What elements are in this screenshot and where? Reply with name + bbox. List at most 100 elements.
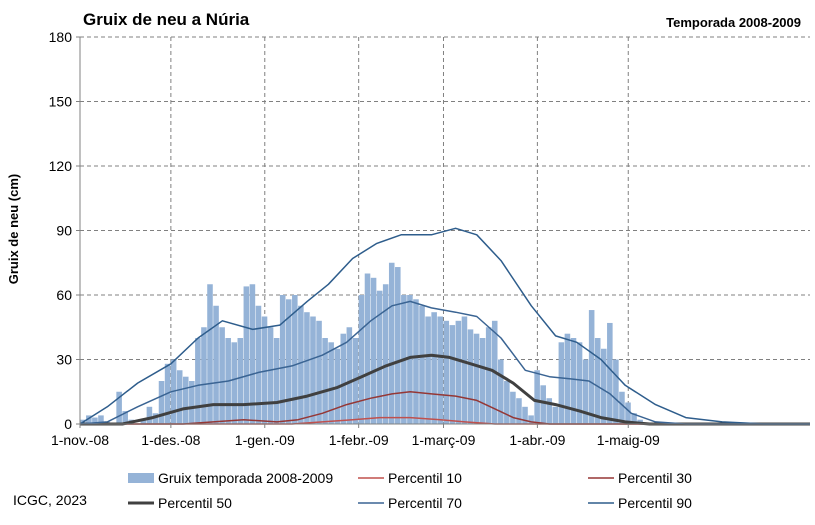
x-tick-label: 1-febr.-09 (329, 432, 389, 448)
data-bar (116, 391, 122, 424)
data-bar (182, 376, 189, 424)
chart-title: Gruix de neu a Núria (83, 10, 250, 29)
x-tick-label: 1-maig-09 (597, 432, 660, 448)
data-bar (455, 320, 462, 424)
y-tick-label: 60 (56, 287, 72, 303)
data-bar (467, 329, 474, 424)
legend-label: Percentil 30 (618, 470, 692, 486)
bar-series (80, 262, 643, 424)
legend-label: Gruix temporada 2008-2009 (158, 470, 333, 486)
y-tick-label: 120 (49, 158, 73, 174)
y-tick-label: 30 (56, 352, 72, 368)
source-note: ICGC, 2023 (13, 492, 87, 508)
legend-swatch-bars (128, 473, 154, 483)
data-bar (498, 359, 504, 424)
data-bar (146, 406, 153, 424)
y-tick-label: 150 (49, 94, 73, 110)
percentile-line (79, 227, 810, 425)
y-tick-label: 180 (49, 29, 73, 45)
data-bar (631, 413, 637, 424)
data-bar (594, 338, 601, 424)
data-bar (552, 406, 559, 424)
data-bar (388, 262, 395, 424)
data-bar (504, 381, 510, 424)
data-bar (619, 391, 625, 424)
data-bar (92, 417, 98, 424)
data-bar (425, 316, 431, 424)
data-bar (285, 299, 292, 424)
data-bar (382, 284, 389, 424)
data-bar (249, 284, 256, 424)
y-tick-label: 90 (56, 223, 72, 239)
percentile-line (80, 416, 810, 425)
data-bar (261, 316, 268, 424)
data-bar (419, 305, 425, 424)
data-bar (316, 320, 322, 424)
data-bar (479, 338, 486, 424)
data-bar (576, 342, 583, 424)
data-bar (522, 406, 528, 424)
data-bar (431, 312, 437, 424)
x-tick-label: 1-nov.-08 (51, 432, 109, 448)
y-tick-labels: 0 30 60 90 120 150 180 (49, 29, 73, 432)
data-bar (510, 391, 516, 424)
data-bar (473, 333, 480, 424)
data-bar (540, 385, 546, 424)
legend-label: Percentil 70 (388, 495, 462, 511)
legend-label: Percentil 90 (618, 495, 692, 511)
data-bar (86, 415, 92, 424)
x-tick-labels: 1-nov.-08 1-des.-08 1-gen.-09 1-febr.-09 1-m… (51, 432, 660, 448)
y-tick-label: 0 (64, 416, 72, 432)
percentile-line (80, 391, 810, 425)
percentile-lines (79, 227, 810, 426)
data-bar (231, 342, 238, 424)
data-bar (358, 295, 365, 424)
data-bar (370, 277, 377, 424)
data-bar (516, 398, 522, 424)
legend: Gruix temporada 2008-2009 Percentil 10 Per… (128, 470, 692, 511)
data-bar (122, 411, 128, 424)
data-bar (600, 348, 607, 424)
x-tick-label: 1-gen.-09 (235, 432, 295, 448)
data-bar (279, 295, 286, 424)
x-tick-label: 1-des.-08 (141, 432, 200, 448)
data-bar (310, 316, 316, 424)
data-bar (485, 327, 492, 424)
data-bar (328, 342, 334, 424)
data-bar (201, 327, 207, 424)
data-bar (273, 338, 280, 424)
data-bar (461, 316, 468, 424)
data-bar (158, 381, 165, 424)
data-bar (189, 381, 195, 424)
data-bar (322, 338, 328, 424)
data-bar (243, 286, 250, 424)
data-bar (298, 305, 304, 424)
data-bar (625, 402, 631, 424)
data-bar (176, 370, 183, 424)
data-bar (443, 320, 450, 424)
data-bar (449, 325, 456, 424)
axes (76, 36, 810, 428)
data-bar (195, 338, 201, 424)
data-bar (534, 370, 540, 424)
data-bar (546, 398, 553, 424)
data-bar (588, 310, 595, 424)
chart-subtitle: Temporada 2008-2009 (666, 15, 801, 30)
data-bar (607, 322, 613, 424)
legend-label: Percentil 50 (158, 495, 232, 511)
data-bar (292, 295, 298, 424)
legend-label: Percentil 10 (388, 470, 462, 486)
x-tick-label: 1-març-09 (412, 432, 476, 448)
data-bar (613, 359, 619, 424)
data-bar (98, 415, 104, 424)
data-bar (304, 312, 310, 424)
y-axis-label: Gruix de neu (cm) (6, 174, 21, 285)
data-bar (413, 299, 419, 424)
data-bar (255, 305, 262, 424)
data-bar (570, 338, 577, 424)
data-bar (558, 342, 565, 424)
data-bar (407, 295, 413, 424)
data-bar (346, 327, 353, 424)
percentile-line (80, 353, 810, 426)
data-bar (437, 316, 443, 424)
